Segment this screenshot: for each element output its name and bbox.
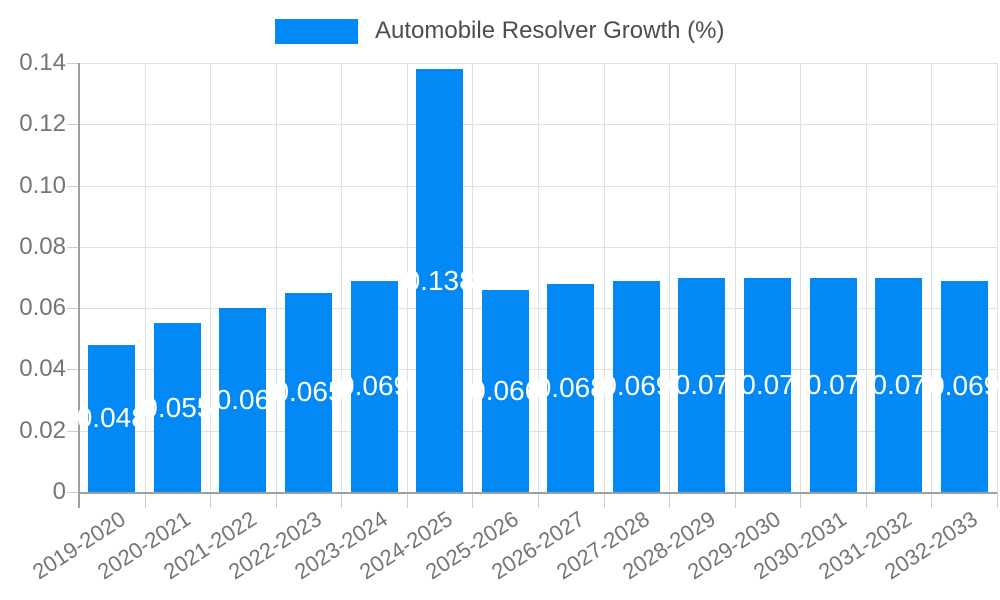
x-gridline bbox=[800, 63, 802, 492]
x-tick-mark bbox=[275, 492, 277, 508]
y-tick-mark bbox=[67, 185, 79, 187]
bar[interactable] bbox=[285, 292, 332, 492]
x-gridline bbox=[406, 63, 408, 492]
y-tick-label: 0.08 bbox=[19, 232, 66, 260]
x-axis-line bbox=[79, 492, 997, 494]
x-tick-mark bbox=[538, 492, 539, 508]
x-gridline bbox=[210, 63, 212, 492]
bar[interactable] bbox=[350, 280, 398, 492]
x-tick-mark bbox=[144, 492, 146, 508]
x-gridline bbox=[669, 63, 671, 492]
x-tick-mark bbox=[210, 492, 212, 508]
y-tick-label: 0.06 bbox=[19, 294, 66, 322]
x-gridline bbox=[341, 63, 343, 492]
x-tick-mark bbox=[997, 492, 998, 508]
y-tick-label: 0.14 bbox=[19, 49, 66, 76]
x-tick-mark bbox=[406, 492, 408, 508]
bar[interactable] bbox=[219, 308, 267, 492]
y-tick-label: 0.12 bbox=[19, 110, 66, 138]
x-tick-mark bbox=[800, 492, 802, 508]
x-gridline bbox=[931, 63, 933, 492]
y-tick-mark bbox=[67, 492, 79, 493]
bar[interactable] bbox=[940, 280, 988, 492]
y-tick-mark bbox=[67, 308, 79, 310]
bar[interactable] bbox=[612, 280, 660, 492]
legend[interactable]: Automobile Resolver Growth (%) bbox=[275, 17, 724, 45]
x-tick-mark bbox=[734, 492, 736, 508]
y-tick-label: 0 bbox=[52, 478, 66, 505]
x-tick-mark bbox=[865, 492, 867, 508]
y-axis-line bbox=[78, 63, 80, 508]
y-tick-mark bbox=[67, 63, 79, 64]
x-gridline bbox=[603, 63, 605, 492]
y-tick-label: 0.04 bbox=[19, 355, 66, 383]
y-tick-label: 0.10 bbox=[19, 171, 66, 199]
x-gridline bbox=[734, 63, 736, 492]
bar[interactable] bbox=[153, 323, 201, 492]
x-gridline bbox=[472, 63, 474, 492]
x-gridline bbox=[144, 63, 146, 492]
y-tick-mark bbox=[67, 369, 79, 371]
bar[interactable] bbox=[744, 277, 791, 492]
legend-swatch-icon bbox=[275, 18, 358, 44]
y-tick-mark bbox=[67, 246, 79, 248]
bar[interactable] bbox=[809, 277, 857, 492]
x-gridline bbox=[538, 63, 539, 492]
bar[interactable] bbox=[678, 277, 726, 492]
bar[interactable] bbox=[547, 283, 595, 492]
bar[interactable] bbox=[875, 277, 923, 492]
bar[interactable] bbox=[481, 289, 529, 492]
x-tick-mark bbox=[472, 492, 474, 508]
y-tick-label: 0.02 bbox=[19, 416, 66, 444]
y-tick-mark bbox=[67, 430, 79, 432]
y-tick-mark bbox=[67, 124, 79, 126]
x-gridline bbox=[997, 63, 998, 492]
x-gridline bbox=[865, 63, 867, 492]
x-tick-mark bbox=[669, 492, 671, 508]
legend-label: Automobile Resolver Growth (%) bbox=[375, 17, 725, 44]
bar[interactable] bbox=[88, 344, 136, 492]
bar[interactable] bbox=[416, 69, 464, 492]
x-tick-mark bbox=[931, 492, 933, 508]
x-tick-mark bbox=[341, 492, 343, 508]
x-gridline bbox=[275, 63, 277, 492]
x-tick-mark bbox=[603, 492, 605, 508]
